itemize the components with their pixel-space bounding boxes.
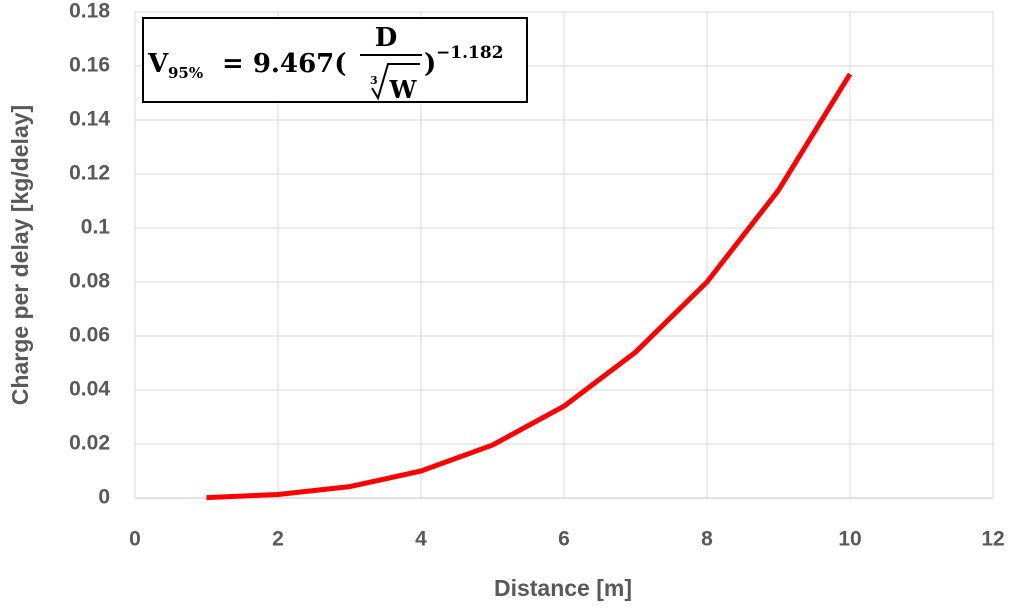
eq-denominator: W bbox=[389, 75, 418, 104]
x-tick-label: 4 bbox=[415, 528, 427, 551]
plot-area: 0 0.02 0.04 0.06 0.08 0.1 0.12 0.14 0.16 0.18 0 2 4 6… bbox=[69, 0, 1005, 551]
y-tick-label: 0.06 bbox=[69, 324, 110, 347]
line bbox=[206, 72, 853, 501]
eq-numerator: D bbox=[375, 23, 398, 53]
eq-main: = 9.467( bbox=[222, 49, 347, 79]
annotation: V 95% = 9.467( D 3 W ) −1.182 bbox=[142, 17, 528, 104]
x-tick-label: 0 bbox=[129, 528, 141, 551]
eq-root-index: 3 bbox=[370, 74, 378, 87]
y-tick-label: 0.14 bbox=[69, 108, 110, 131]
y-tick-label: 0.08 bbox=[69, 270, 110, 293]
y-tick-label: 0.12 bbox=[69, 162, 110, 185]
y-tick-label: 0 bbox=[98, 486, 110, 509]
y-tick-label: 0.16 bbox=[69, 54, 110, 77]
x-tick-label: 2 bbox=[272, 528, 284, 551]
eq-close: ) bbox=[424, 49, 436, 79]
x-tick-label: 6 bbox=[558, 528, 570, 551]
x-axis-title: Distance [m] bbox=[494, 575, 632, 601]
y-tick-label: 0.18 bbox=[69, 0, 110, 23]
radical bbox=[371, 63, 420, 101]
x-tick-label: 8 bbox=[701, 528, 713, 551]
y-tick-label: 0.04 bbox=[69, 378, 110, 401]
x-tick-label: 12 bbox=[981, 528, 1004, 551]
y-tick-label: 0.1 bbox=[81, 216, 111, 239]
y-axis-title: Charge per delay [kg/delay] bbox=[7, 105, 33, 405]
annotation-box bbox=[142, 17, 528, 103]
eq-symbol: V bbox=[147, 49, 169, 79]
eq-exponent: −1.182 bbox=[436, 43, 503, 63]
eq-subscript: 95% bbox=[168, 64, 203, 82]
x-tick-label: 10 bbox=[838, 528, 861, 551]
y-tick-label: 0.02 bbox=[69, 432, 110, 455]
